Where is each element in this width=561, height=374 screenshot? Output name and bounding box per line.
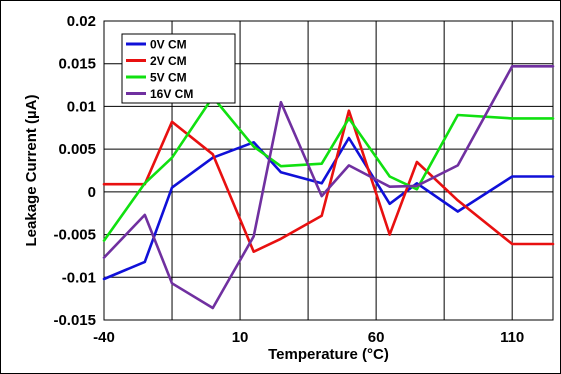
series-line-2v-cm — [102, 109, 555, 253]
series-line-0v-cm — [102, 136, 555, 281]
legend-label: 0V CM — [150, 38, 187, 52]
y-tick-label: 0.02 — [67, 13, 96, 30]
tick-labels: -0.015 -0.01 -0.005 0 0.005 0.01 0.015 0.02 -40 1… — [53, 13, 524, 346]
y-tick-label: 0.01 — [67, 98, 96, 115]
legend-label: 5V CM — [150, 71, 187, 85]
x-tick-label: -40 — [93, 329, 115, 346]
y-tick-label: -0.005 — [53, 227, 96, 244]
legend-label: 2V CM — [150, 54, 187, 68]
y-tick-label: 0.005 — [58, 141, 96, 158]
y-tick-label: 0 — [88, 184, 96, 201]
x-tick-label: 110 — [500, 329, 524, 346]
x-axis-title: Temperature (°C) — [268, 346, 389, 363]
series-line-5v-cm — [102, 95, 555, 242]
y-axis-title: Leakage Current (µA) — [23, 94, 40, 246]
x-tick-label: 60 — [368, 329, 385, 346]
x-tick-label: 10 — [232, 329, 249, 346]
legend-label: 16V CM — [150, 87, 193, 101]
series-lines — [102, 65, 555, 310]
y-tick-label: 0.015 — [58, 56, 96, 73]
legend: 0V CM 2V CM 5V CM 16V CM — [121, 33, 236, 104]
y-tick-label: -0.01 — [62, 269, 96, 286]
series-line-16v-cm — [102, 65, 555, 310]
plot-area — [103, 20, 554, 321]
y-tick-label: -0.015 — [53, 312, 96, 329]
